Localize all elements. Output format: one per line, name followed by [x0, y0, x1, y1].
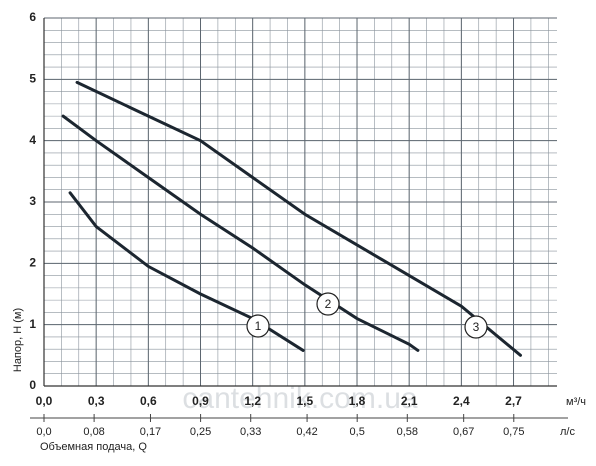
- y-tick-label: 6: [29, 10, 36, 24]
- x-tick-label: 0,6: [140, 394, 157, 408]
- y-tick-label: 4: [29, 133, 36, 147]
- x2-axis-unit: л/с: [560, 426, 575, 438]
- x-tick-label: 0,3: [88, 394, 105, 408]
- y-tick-label: 0: [29, 378, 36, 392]
- y-tick-label: 5: [29, 72, 36, 86]
- x2-tick-label: 0,33: [240, 426, 261, 438]
- x2-tick-label: 0,67: [453, 426, 474, 438]
- y-tick-label: 3: [29, 194, 36, 208]
- y-tick-label: 1: [29, 317, 36, 331]
- curve-label-circle: [246, 314, 270, 338]
- y-axis-label: Напор, H (м): [12, 308, 24, 372]
- curve: [75, 80, 522, 357]
- curve-label-circle: [464, 315, 488, 339]
- x2-tick-label: 0,0: [36, 426, 51, 438]
- x-tick-label: 1,2: [244, 394, 261, 408]
- x2-tick-label: 0,17: [140, 426, 161, 438]
- curve-label: 3: [473, 320, 480, 334]
- curve-label-circle: [316, 292, 340, 316]
- x-tick-label: 2,1: [401, 394, 418, 408]
- x-tick-label: 2,7: [505, 394, 522, 408]
- x2-tick-label: 0,25: [190, 426, 211, 438]
- x-tick-label: 1,8: [349, 394, 366, 408]
- x-tick-label: 2,4: [453, 394, 470, 408]
- x2-tick-label: 0,75: [503, 426, 524, 438]
- x-tick-label: 1,5: [297, 394, 314, 408]
- curve-label: 2: [325, 297, 332, 311]
- curve: [61, 114, 420, 352]
- x2-axis-label: Объемная подача, Q: [40, 441, 147, 453]
- watermark: cantehnik.com.ua: [182, 382, 417, 415]
- x2-tick-label: 0,42: [296, 426, 317, 438]
- x-tick-label: 0,9: [192, 394, 209, 408]
- x2-tick-label: 0,08: [83, 426, 104, 438]
- x-axis-unit: м³/ч: [566, 396, 586, 408]
- x2-tick-label: 0,5: [350, 426, 365, 438]
- curve-label: 1: [255, 319, 262, 333]
- y-tick-label: 2: [29, 256, 36, 270]
- x2-tick-label: 0,58: [397, 426, 418, 438]
- x-tick-label: 0,0: [36, 394, 53, 408]
